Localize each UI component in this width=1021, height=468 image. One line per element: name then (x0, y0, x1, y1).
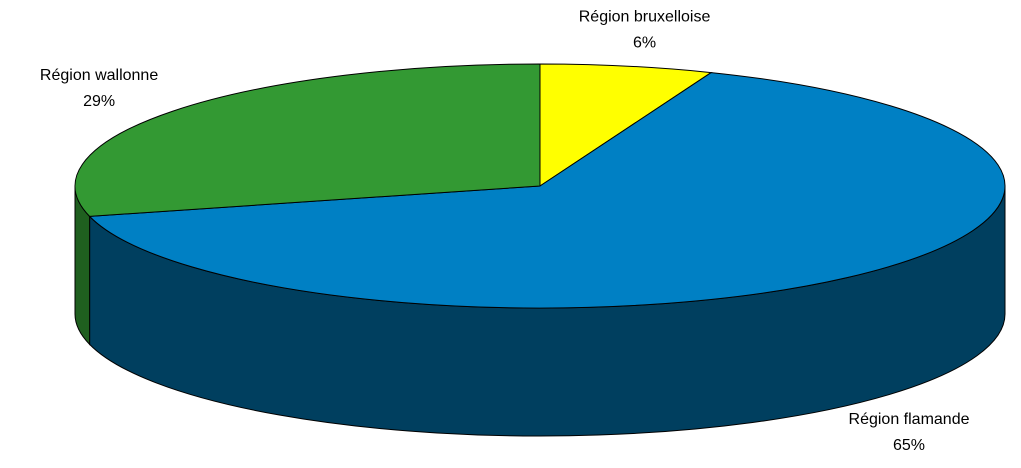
slice-label: Région flamande (849, 411, 970, 428)
slice (74, 63, 541, 217)
slice (539, 63, 713, 187)
slice-label: Région bruxelloise (579, 8, 711, 25)
slice (88, 72, 1006, 309)
slice-value-label: 6% (633, 34, 656, 51)
slice-value-label: 65% (893, 437, 925, 454)
slice-value-label: 29% (83, 93, 115, 110)
slice-label: Région wallonne (40, 67, 158, 84)
